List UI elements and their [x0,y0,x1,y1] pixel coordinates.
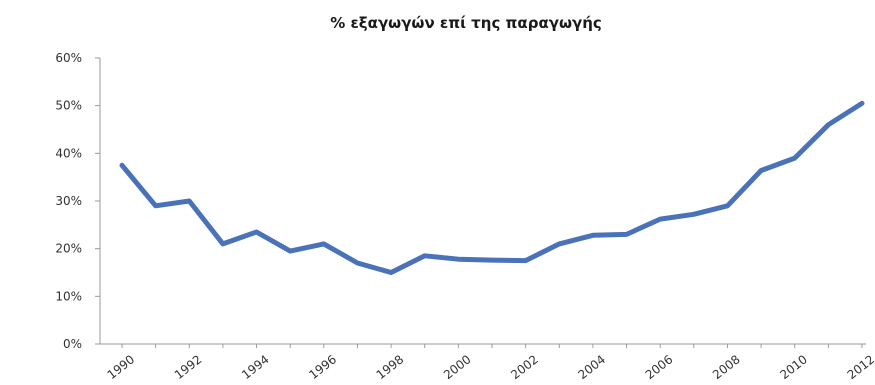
y-tick-label: 50% [55,99,82,113]
y-tick-label: 30% [55,194,82,208]
x-tick-label: 1998 [374,352,407,382]
x-tick-label: 2012 [845,352,875,382]
y-tick-label: 0% [63,337,82,351]
x-tick-label: 1992 [172,352,205,382]
chart-title: % εξαγωγών επί της παραγωγής [330,14,602,32]
x-tick-label: 1990 [105,352,138,382]
x-tick-label: 2000 [441,352,474,382]
x-tick-label: 1994 [239,352,272,382]
y-tick-label: 40% [55,146,82,160]
x-tick-label: 2008 [710,352,743,382]
x-tick-label: 2010 [777,352,810,382]
y-tick-label: 20% [55,242,82,256]
x-axis-ticks: 1990 1992 1994 1996 1998 2000 2002 2004 2006 2008… [105,344,875,382]
y-tick-label: 10% [55,289,82,303]
x-tick-label: 2002 [508,352,541,382]
x-tick-label: 1996 [306,352,339,382]
y-tick-label: 60% [55,51,82,65]
x-tick-label: 2006 [643,352,676,382]
series-group [119,100,865,275]
x-tick-label: 2004 [575,352,608,382]
y-axis-ticks: 0% 10% 20% 30% 40% 50% 60% [55,51,100,351]
series-line [119,100,865,275]
